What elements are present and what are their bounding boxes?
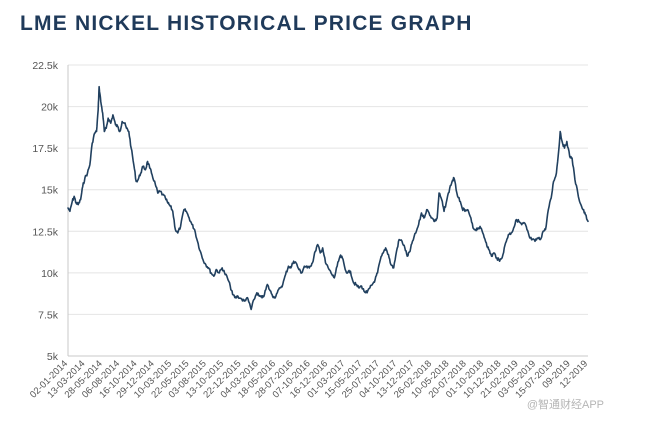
y-tick-label: 15k [41,185,59,197]
axes [67,65,588,357]
chart-title: LME NICKEL HISTORICAL PRICE GRAPH [20,12,473,35]
x-tick-labels: 02-01-201413-03-201428-05-201406-08-2014… [28,358,590,400]
y-tick-label: 10k [41,268,59,280]
watermark-text: @智通财经APP [526,399,604,411]
y-tick-label: 22.5k [32,60,58,72]
y-tick-label: 7.5k [38,309,59,321]
grid-lines [68,64,588,315]
y-tick-labels: 5k 7.5k 10k 12.5k 15k 17.5k 20k 22.5k [32,60,58,363]
y-tick-label: 20k [41,102,59,114]
series-layer [67,85,589,311]
series-line-nickel [67,85,589,311]
y-tick-label: 17.5k [32,143,58,155]
y-tick-label: 5k [47,351,59,363]
y-tick-label: 12.5k [32,226,58,238]
